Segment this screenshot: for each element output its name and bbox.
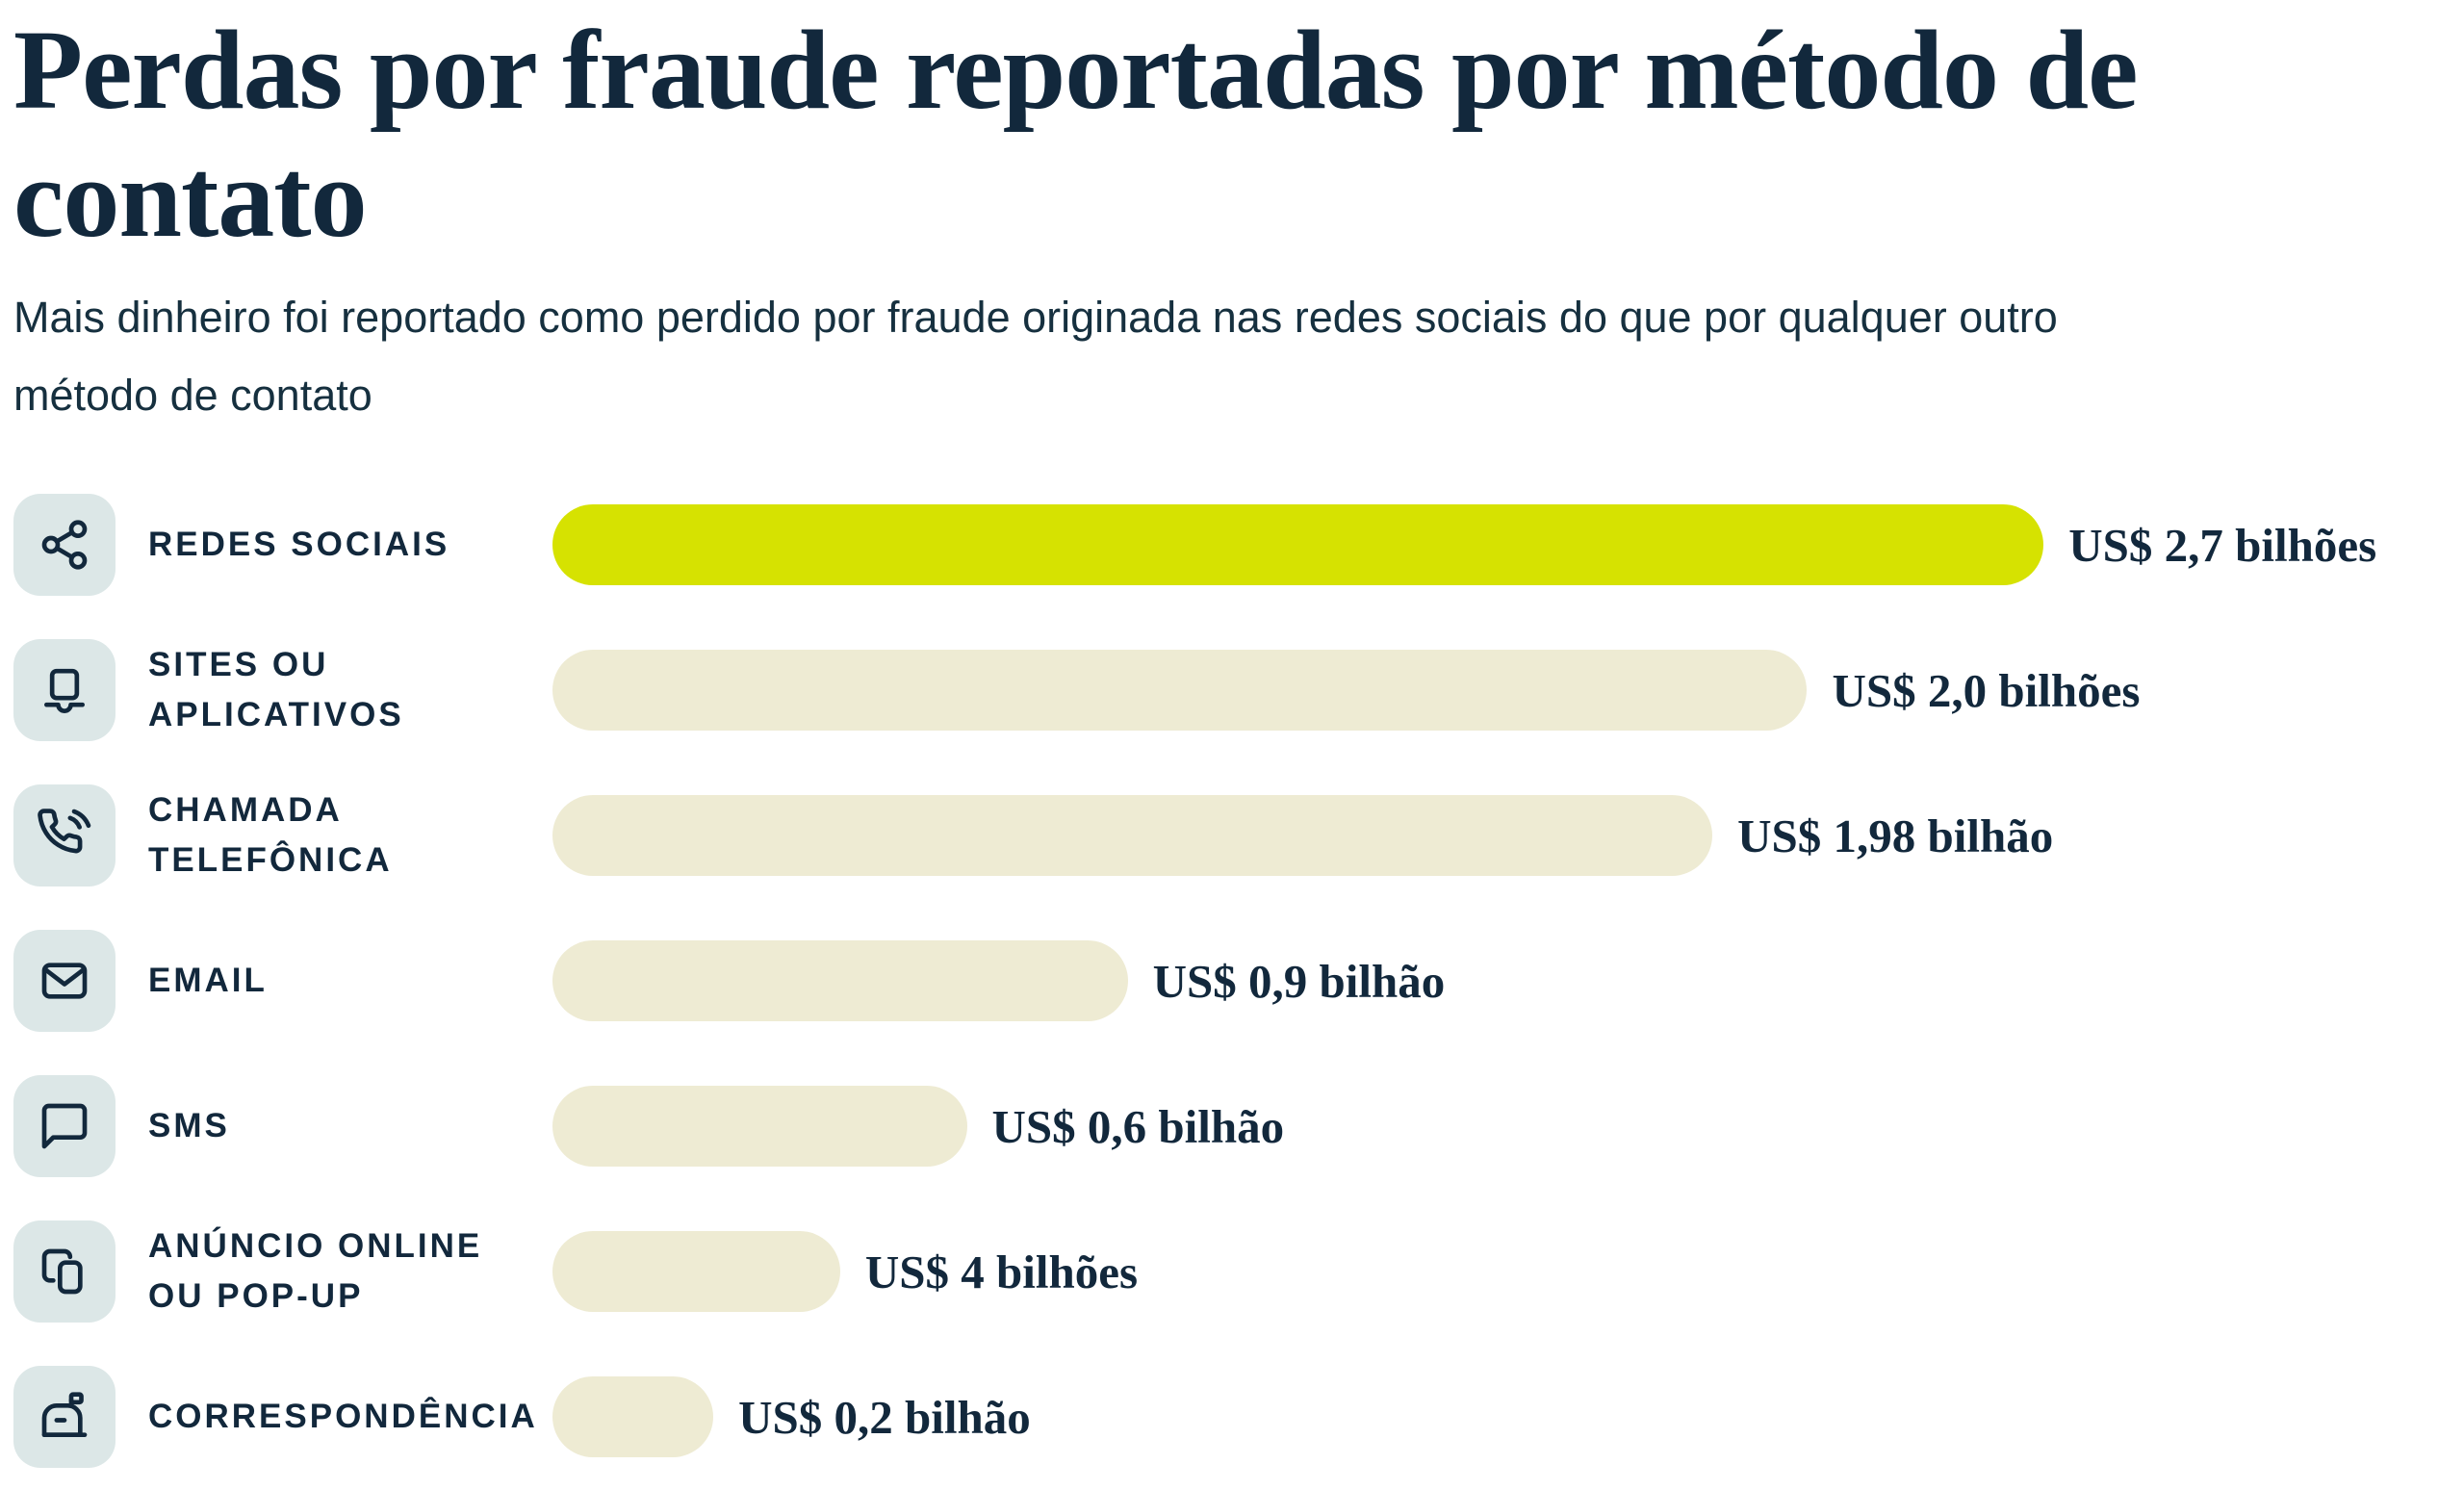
chart-row-sites-ou-aplicativos: SITES OU APLICATIVOS US$ 2,0 bilhões (13, 618, 2445, 763)
icon-tile (13, 494, 116, 597)
chart-row-anuncio-online-ou-popup: ANÚNCIO ONLINE OU POP-UP US$ 4 bilhões (13, 1199, 2445, 1345)
value-label: US$ 2,7 bilhões (2068, 518, 2377, 572)
popup-windows-icon (41, 1248, 83, 1295)
chart-row-chamada-telefonica: CHAMADA TELEFÔNICA US$ 1,98 bilhão (13, 763, 2445, 909)
page-subtitle: Mais dinheiro foi reportado como perdido… (13, 292, 2058, 420)
category-label: ANÚNCIO ONLINE OU POP-UP (148, 1226, 483, 1316)
category-label: SITES OU APLICATIVOS (148, 645, 404, 734)
bar-anuncio-online-ou-popup (552, 1231, 840, 1313)
value-label: US$ 4 bilhões (864, 1245, 1139, 1298)
category-label: CHAMADA TELEFÔNICA (148, 790, 393, 880)
value-label: US$ 0,2 bilhão (738, 1390, 1031, 1444)
chart-row-sms: SMS US$ 0,6 bilhão (13, 1054, 2445, 1199)
chart-row-redes-sociais: REDES SOCIAIS US$ 2,7 bilhões (13, 473, 2445, 618)
chart-row-correspondencia: CORRESPONDÊNCIA US$ 0,2 bilhão (13, 1345, 2445, 1490)
page-title: Perdas por fraude reportadas por método … (13, 7, 2138, 262)
icon-tile (13, 639, 116, 742)
share-icon (41, 520, 88, 570)
icon-tile (13, 930, 116, 1033)
bar-chamada-telefonica (552, 795, 1713, 877)
phone-call-icon (38, 809, 91, 854)
value-label: US$ 0,6 bilhão (991, 1099, 1285, 1153)
category-label: CORRESPONDÊNCIA (148, 1397, 538, 1435)
value-label: US$ 0,9 bilhão (1152, 954, 1446, 1008)
value-label: US$ 1,98 bilhão (1737, 809, 2054, 862)
bar-redes-sociais (552, 504, 2044, 586)
mailbox-icon (41, 1392, 88, 1438)
bar-chart: REDES SOCIAIS US$ 2,7 bilhões SITES OU A… (13, 473, 2445, 1490)
icon-tile (13, 1366, 116, 1469)
speech-bubble-icon (41, 1103, 88, 1149)
icon-tile (13, 1075, 116, 1178)
icon-tile (13, 784, 116, 887)
laptop-icon (44, 668, 85, 714)
bar-sites-ou-aplicativos (552, 650, 1808, 732)
chart-row-email: EMAIL US$ 0,9 bilhão (13, 909, 2445, 1054)
category-label: SMS (148, 1106, 230, 1144)
category-label: REDES SOCIAIS (148, 525, 450, 563)
mail-icon (41, 963, 88, 999)
bar-email (552, 940, 1128, 1022)
icon-tile (13, 1220, 116, 1323)
value-label: US$ 2,0 bilhões (1832, 663, 2141, 717)
bar-sms (552, 1086, 967, 1168)
category-label: EMAIL (148, 961, 268, 999)
bar-correspondencia (552, 1376, 714, 1458)
